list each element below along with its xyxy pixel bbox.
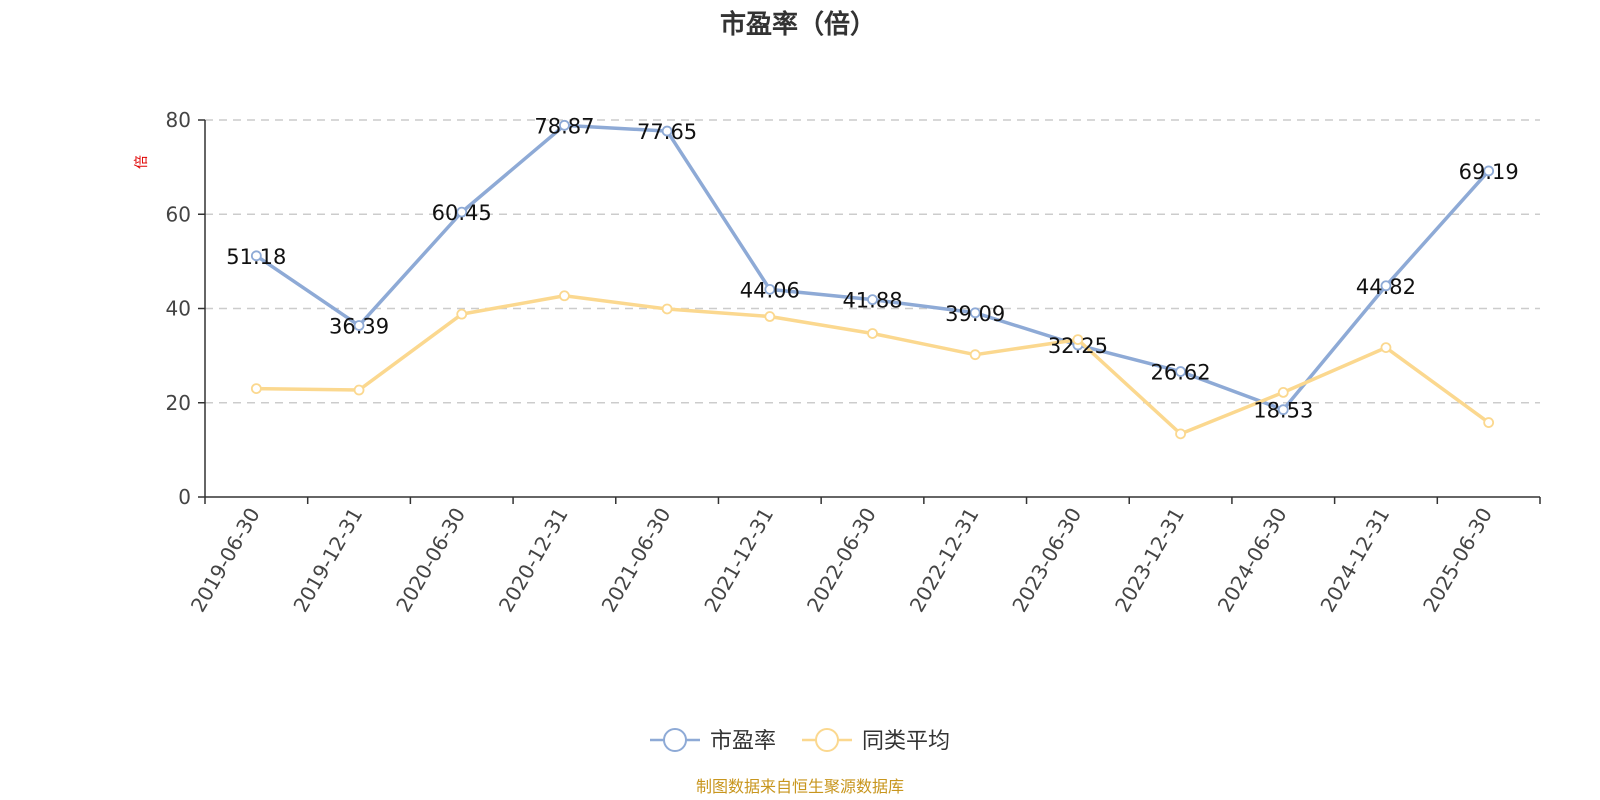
y-tick-label: 40	[166, 297, 191, 321]
y-tick-label: 20	[166, 391, 191, 415]
data-label: 51.18	[226, 245, 286, 269]
data-point	[969, 349, 981, 361]
data-label: 41.88	[842, 289, 902, 313]
x-tick-label: 2019-06-30	[186, 504, 265, 617]
x-tick-label: 2024-12-31	[1315, 504, 1394, 617]
data-label: 77.65	[637, 120, 697, 144]
legend-item-1: 市盈率	[650, 728, 776, 754]
data-point	[969, 307, 981, 319]
data-label: 32.25	[1048, 334, 1108, 358]
legend-item-2: 同类平均	[802, 728, 950, 754]
y-axis-label: 倍	[134, 155, 150, 169]
legend: 市盈率 同类平均	[650, 728, 950, 754]
x-tick-label: 2022-06-30	[802, 504, 881, 617]
data-point	[353, 384, 365, 396]
x-tick-label: 2019-12-31	[288, 504, 367, 617]
data-point	[250, 383, 262, 395]
data-label: 44.82	[1356, 275, 1416, 299]
legend-label: 市盈率	[710, 729, 776, 754]
x-tick-label: 2022-12-31	[905, 504, 984, 617]
data-point	[456, 308, 468, 320]
axes: 0 20 40 60 80 2019-06-30 2019-12-31 2020-06-30 2…	[166, 108, 1541, 617]
data-point	[559, 290, 570, 302]
data-source-note: 制图数据来自恒生聚源数据库	[696, 777, 904, 796]
data-point	[867, 294, 878, 306]
data-labels: 51.18 36.39 60.45 78.87 77.65 44.06 41.88 39.09…	[226, 114, 1518, 422]
data-point	[1277, 404, 1289, 416]
x-tick-label: 2023-06-30	[1007, 504, 1086, 617]
data-point	[1380, 280, 1392, 292]
data-point	[764, 283, 776, 295]
data-label: 36.39	[329, 315, 389, 339]
data-label: 60.45	[432, 201, 492, 225]
data-point	[1277, 386, 1289, 398]
data-label: 69.19	[1459, 160, 1519, 184]
data-label: 18.53	[1253, 399, 1313, 423]
chart-title: 市盈率（倍）	[720, 9, 876, 40]
y-tick-label: 0	[178, 485, 191, 509]
data-label: 39.09	[945, 302, 1005, 326]
x-tick-label: 2023-12-31	[1110, 504, 1189, 617]
data-label: 44.06	[740, 278, 800, 302]
x-tick-label: 2021-06-30	[597, 504, 676, 617]
data-point	[559, 119, 570, 131]
legend-marker-icon	[815, 728, 839, 752]
data-point	[456, 206, 468, 218]
data-label: 78.87	[534, 114, 594, 138]
data-point	[1175, 428, 1186, 440]
grid-lines	[205, 119, 1540, 404]
legend-label: 同类平均	[862, 729, 950, 754]
x-tick-label: 2025-06-30	[1418, 504, 1497, 617]
x-tick-label: 2024-06-30	[1213, 504, 1292, 617]
data-point	[764, 311, 776, 322]
x-tick-label: 2021-12-31	[699, 504, 778, 617]
y-tick-label: 80	[166, 108, 191, 132]
series-lines	[250, 119, 1495, 440]
data-point	[250, 250, 262, 262]
data-point	[1072, 334, 1084, 346]
data-point	[1175, 366, 1186, 377]
data-point	[867, 328, 878, 339]
legend-marker-icon	[663, 728, 687, 752]
series-line-1	[255, 123, 1490, 412]
data-point	[661, 303, 673, 315]
data-point	[1483, 165, 1495, 177]
x-tick-label: 2020-12-31	[494, 504, 573, 617]
data-point	[661, 125, 673, 137]
x-tick-label: 2020-06-30	[391, 504, 470, 617]
data-point	[353, 320, 365, 331]
data-point	[1380, 342, 1392, 354]
y-tick-label: 60	[166, 202, 191, 226]
data-label: 26.62	[1151, 361, 1211, 385]
data-point	[1483, 417, 1495, 428]
